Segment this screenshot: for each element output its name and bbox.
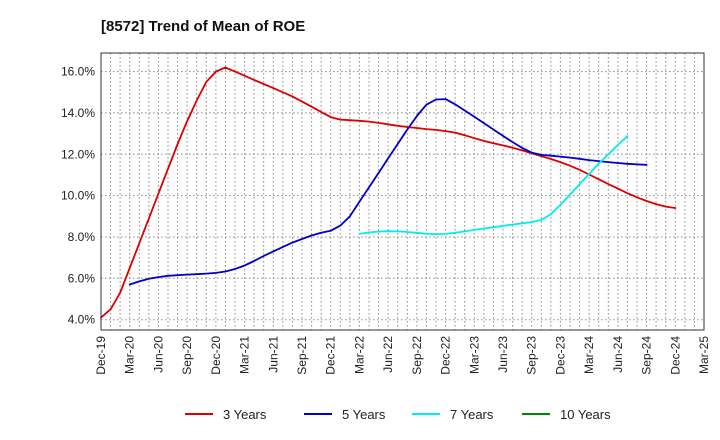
x-axis: Dec-19 Mar-20 Jun-20 Sep-20 Dec-20 Mar-21 Jun-… xyxy=(94,336,711,375)
x-tick-label: Dec-23 xyxy=(553,336,567,375)
series-line xyxy=(100,66,677,319)
y-tick-label: 16.0% xyxy=(61,65,95,79)
legend: 3 Years 5 Years 7 Years 10 Years xyxy=(185,407,611,422)
x-tick-label: Dec-24 xyxy=(668,336,682,375)
y-tick-label: 10.0% xyxy=(61,189,95,203)
x-tick-label: Mar-23 xyxy=(467,336,481,374)
y-tick-label: 4.0% xyxy=(68,313,96,327)
legend-label: 10 Years xyxy=(560,407,611,422)
x-tick-label: Dec-19 xyxy=(94,336,108,375)
legend-label: 5 Years xyxy=(342,407,386,422)
y-tick-label: 8.0% xyxy=(68,230,96,244)
x-tick-label: Jun-22 xyxy=(381,336,395,373)
x-tick-label: Mar-25 xyxy=(697,336,711,374)
x-tick-label: Dec-21 xyxy=(324,336,338,375)
x-tick-label: Mar-24 xyxy=(582,336,596,374)
x-tick-label: Jun-23 xyxy=(496,336,510,373)
x-tick-label: Sep-20 xyxy=(180,336,194,375)
x-tick-label: Mar-21 xyxy=(238,336,252,374)
series-line xyxy=(358,135,629,236)
x-tick-label: Sep-24 xyxy=(640,336,654,375)
x-tick-label: Jun-21 xyxy=(266,336,280,373)
grid-layer xyxy=(101,53,704,330)
y-tick-label: 14.0% xyxy=(61,106,95,120)
x-tick-label: Jun-24 xyxy=(611,336,625,373)
x-tick-label: Sep-21 xyxy=(295,336,309,375)
legend-label: 3 Years xyxy=(223,407,267,422)
x-tick-label: Dec-20 xyxy=(209,336,223,375)
series-line xyxy=(128,98,648,286)
x-tick-label: Mar-20 xyxy=(123,336,137,374)
series-layer xyxy=(100,66,677,319)
x-tick-label: Sep-22 xyxy=(410,336,424,375)
x-tick-label: Dec-22 xyxy=(439,336,453,375)
y-tick-label: 6.0% xyxy=(68,271,96,285)
y-tick-label: 12.0% xyxy=(61,147,95,161)
x-tick-label: Sep-23 xyxy=(525,336,539,375)
plot-frame xyxy=(100,52,705,331)
x-tick-label: Jun-20 xyxy=(151,336,165,373)
chart-title: [8572] Trend of Mean of ROE xyxy=(101,18,305,35)
x-tick-label: Mar-22 xyxy=(352,336,366,374)
legend-label: 7 Years xyxy=(450,407,494,422)
y-axis: 4.0% 6.0% 8.0% 10.0% 12.0% 14.0% 16.0% xyxy=(61,65,95,327)
